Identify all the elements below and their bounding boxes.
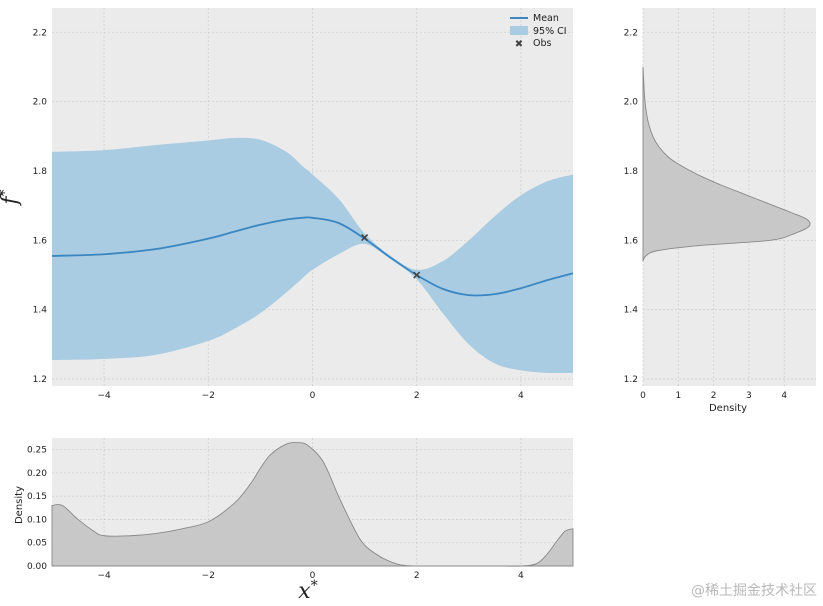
main-y-tick-label: 2.2 — [33, 28, 47, 38]
main-x-tick-label: 4 — [518, 391, 524, 401]
main-x-tick-labels: −4 −2 0 2 4 — [97, 391, 524, 401]
main-x-tick-label: 0 — [310, 391, 316, 401]
bottom-density-area — [51, 442, 574, 567]
bottom-y-tick-label: 0.15 — [27, 492, 47, 502]
bottom-x-tick-label: 2 — [414, 571, 420, 581]
bottom-x-axis-label: x* — [298, 578, 317, 604]
right-x-tick-label: 3 — [746, 391, 752, 401]
observation-marker — [361, 234, 369, 242]
ci-band — [52, 137, 573, 374]
main-plot-panel: −4 −2 0 2 4 1.2 1.4 1.6 1.8 2.0 2.2 f* Mean 95% C… — [0, 8, 574, 401]
bottom-density-panel: −4 −2 0 2 4 0.00 0.05 0.10 0.15 0.20 0.25 Density… — [14, 438, 574, 604]
right-x-tick-label: 0 — [640, 391, 646, 401]
main-y-tick-label: 1.6 — [33, 236, 48, 246]
legend-mean-label: Mean — [533, 13, 559, 24]
legend-ci-swatch — [510, 26, 528, 35]
legend-obs-label: Obs — [533, 38, 552, 49]
right-y-tick-label: 1.4 — [624, 306, 639, 316]
right-y-tick-label: 2.2 — [624, 28, 638, 38]
main-x-tick-label: 2 — [414, 391, 420, 401]
observation-marker — [413, 271, 421, 279]
main-y-axis-label: f* — [0, 189, 23, 206]
right-y-tick-labels: 1.2 1.4 1.6 1.8 2.0 2.2 — [624, 28, 639, 385]
bottom-y-tick-label: 0.20 — [27, 469, 47, 479]
main-y-tick-label: 2.0 — [33, 98, 48, 108]
right-x-axis-label: Density — [709, 403, 747, 414]
legend-obs-marker: ✖ — [515, 39, 523, 50]
right-y-tick-label: 2.0 — [624, 98, 639, 108]
watermark: @稀土掘金技术社区 — [691, 583, 817, 599]
bottom-y-tick-label: 0.05 — [27, 539, 47, 549]
right-y-tick-label: 1.2 — [624, 375, 638, 385]
bottom-x-tick-labels: −4 −2 0 2 4 — [97, 571, 524, 581]
bottom-x-tick-label: 0 — [310, 571, 316, 581]
bottom-y-tick-label: 0.25 — [27, 446, 47, 456]
right-density-panel: 0 1 2 3 4 1.2 1.4 1.6 1.8 2.0 2.2 Density — [624, 8, 816, 414]
bottom-y-tick-label: 0.00 — [27, 562, 47, 572]
legend-ci-label: 95% CI — [533, 26, 567, 37]
main-x-tick-label: −2 — [202, 391, 215, 401]
bottom-x-tick-label: −4 — [97, 571, 111, 581]
right-x-tick-labels: 0 1 2 3 4 — [640, 391, 787, 401]
right-x-tick-label: 4 — [781, 391, 787, 401]
bottom-y-axis-label: Density — [14, 486, 25, 524]
legend: Mean 95% CI ✖ Obs — [510, 13, 567, 50]
main-x-tick-label: −4 — [97, 391, 111, 401]
main-y-tick-label: 1.4 — [33, 306, 48, 316]
main-y-tick-label: 1.2 — [33, 375, 47, 385]
right-y-tick-label: 1.8 — [624, 167, 639, 177]
right-x-tick-label: 2 — [711, 391, 717, 401]
observations — [361, 234, 421, 279]
right-x-tick-label: 1 — [675, 391, 681, 401]
right-y-tick-label: 1.6 — [624, 236, 639, 246]
mean-line — [51, 216, 574, 297]
bottom-x-tick-label: 4 — [518, 571, 524, 581]
main-y-tick-labels: 1.2 1.4 1.6 1.8 2.0 2.2 — [33, 28, 48, 385]
bottom-y-tick-labels: 0.00 0.05 0.10 0.15 0.20 0.25 — [27, 446, 47, 572]
bottom-y-tick-label: 0.10 — [27, 515, 47, 525]
right-density-area — [642, 66, 811, 262]
main-y-tick-label: 1.8 — [33, 167, 48, 177]
bottom-x-tick-label: −2 — [202, 571, 215, 581]
